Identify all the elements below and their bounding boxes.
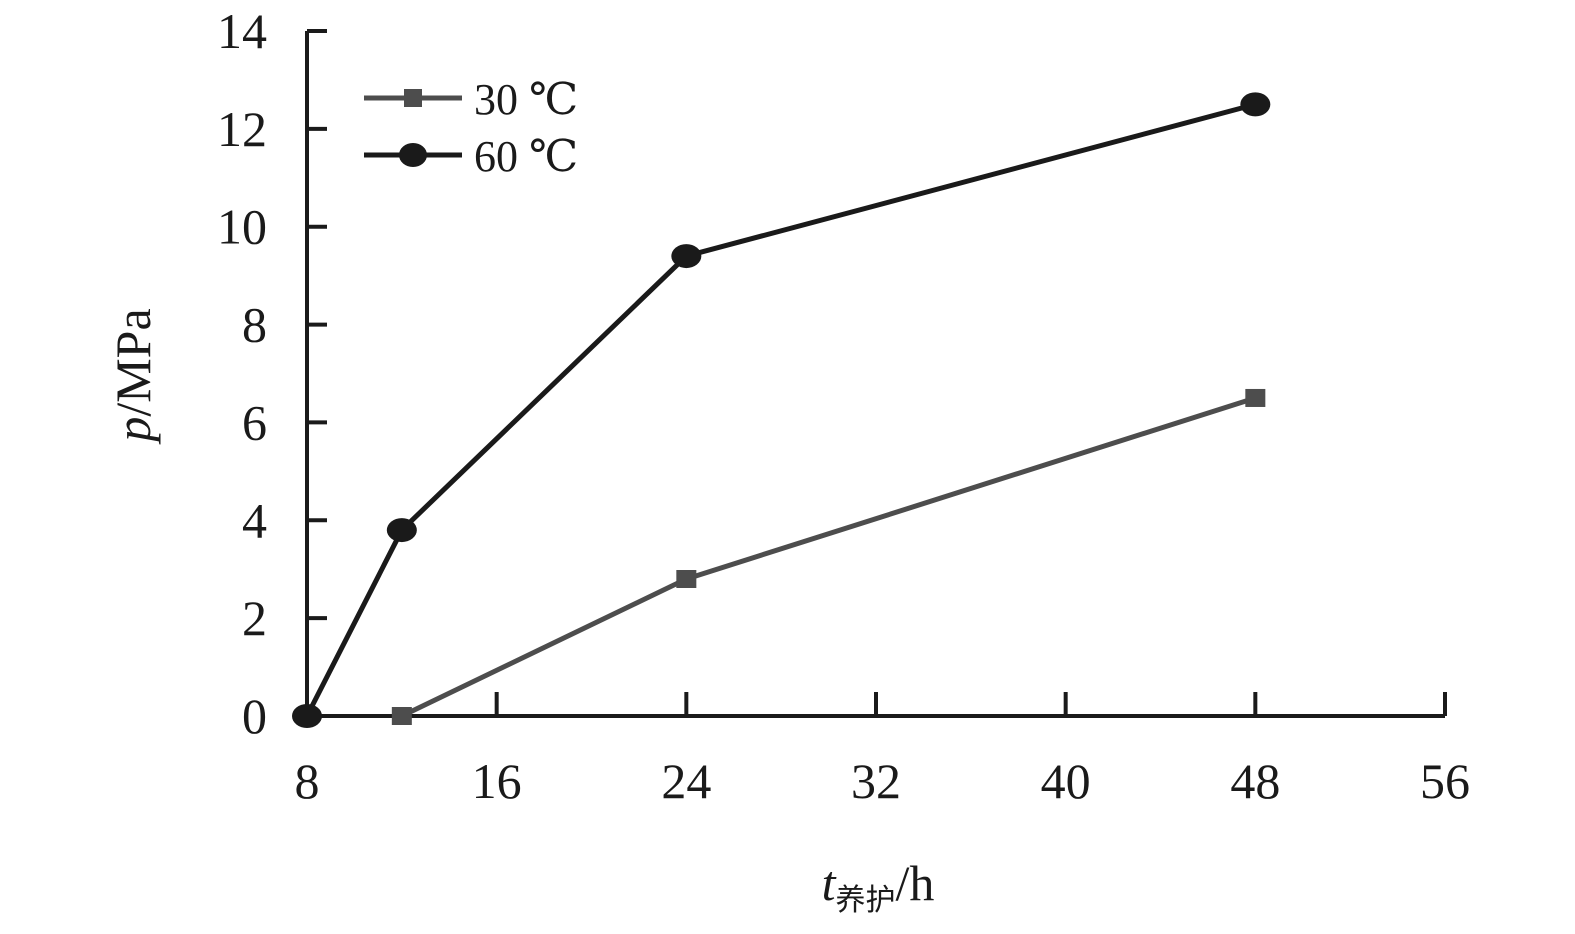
data-point-square	[391, 707, 412, 725]
series-line-0	[400, 395, 1257, 719]
legend-label-30c: 30 ℃	[474, 75, 578, 124]
series-line-1	[304, 101, 1256, 718]
x-tick-label: 24	[661, 753, 711, 809]
y-tick-label: 10	[217, 199, 267, 255]
x-tick-label: 16	[472, 753, 522, 809]
data-point-circle	[1240, 92, 1271, 117]
x-axis-title: t养护/h	[822, 855, 935, 917]
legend-marker-circle	[399, 143, 427, 167]
x-tick-label: 32	[851, 753, 901, 809]
y-axis-unit: /MPa	[105, 308, 161, 416]
y-axis-title: p/MPa	[105, 308, 161, 444]
y-tick-label: 0	[242, 688, 267, 744]
y-tick-label: 6	[242, 394, 267, 450]
data-point-square	[1245, 388, 1266, 407]
x-tick-label: 8	[295, 753, 320, 809]
y-tick-label: 12	[217, 101, 267, 157]
y-axis-var: p	[105, 417, 161, 445]
data-point-circle	[671, 244, 702, 269]
series-layer	[292, 92, 1271, 728]
x-axis-subscript: 养护	[836, 884, 896, 917]
legend: 30 ℃ 60 ℃	[364, 75, 578, 181]
data-point-square	[676, 570, 697, 588]
legend-label-60c: 60 ℃	[474, 132, 578, 181]
y-tick-label: 14	[217, 3, 267, 59]
data-point-circle	[386, 518, 417, 543]
x-tick-label: 40	[1041, 753, 1091, 809]
x-tick-label: 48	[1230, 753, 1280, 809]
y-tick-label: 2	[242, 590, 267, 646]
y-tick-label: 8	[242, 297, 267, 353]
x-axis-unit: /h	[896, 855, 935, 911]
x-tick-label: 56	[1420, 753, 1470, 809]
legend-marker-square	[404, 89, 422, 107]
y-tick-label: 4	[242, 492, 267, 548]
data-point-circle	[292, 704, 322, 728]
x-axis-var: t	[822, 855, 837, 911]
